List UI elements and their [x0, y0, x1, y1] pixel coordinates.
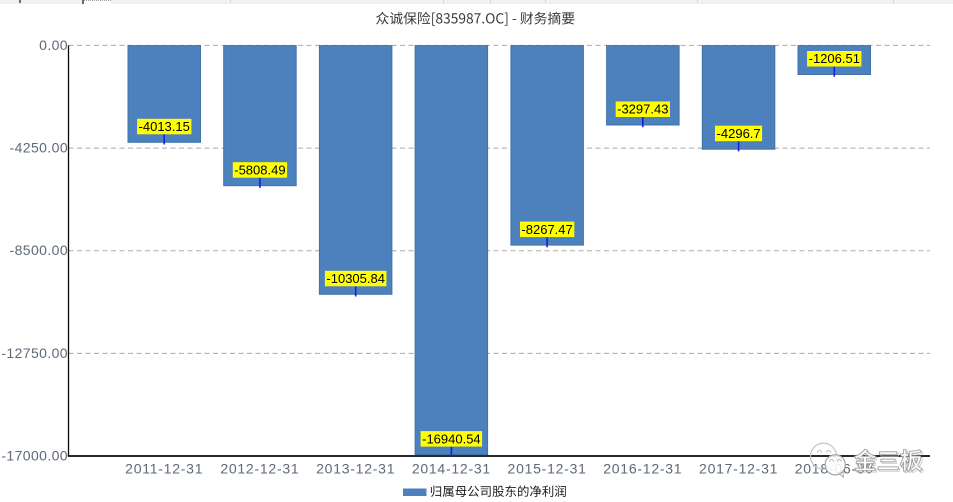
svg-text:2013-12-31: 2013-12-31 [316, 460, 395, 476]
svg-text:-8500.00: -8500.00 [10, 242, 68, 258]
svg-text:-4296.7: -4296.7 [717, 126, 761, 141]
svg-text:2015-12-31: 2015-12-31 [508, 460, 587, 476]
svg-text:-1206.51: -1206.51 [809, 51, 860, 66]
svg-text:0.00: 0.00 [39, 37, 68, 53]
svg-text:-10305.84: -10305.84 [326, 271, 385, 286]
svg-text:2016-12-31: 2016-12-31 [603, 460, 682, 476]
svg-text:2012-12-31: 2012-12-31 [220, 460, 299, 476]
svg-text:2011-12-31: 2011-12-31 [125, 460, 203, 476]
svg-text:-16940.54: -16940.54 [422, 431, 481, 446]
svg-text:-4250.00: -4250.00 [10, 140, 68, 156]
svg-text:-5808.49: -5808.49 [234, 162, 285, 177]
svg-text:-4013.15: -4013.15 [139, 119, 190, 134]
svg-text:-3297.43: -3297.43 [617, 102, 668, 117]
svg-text:2014-12-31: 2014-12-31 [412, 460, 491, 476]
svg-text:2017-12-31: 2017-12-31 [699, 460, 778, 476]
svg-text:-12750.00: -12750.00 [1, 345, 68, 361]
svg-text:-8267.47: -8267.47 [521, 222, 572, 237]
svg-text:-17000.00: -17000.00 [1, 447, 68, 463]
